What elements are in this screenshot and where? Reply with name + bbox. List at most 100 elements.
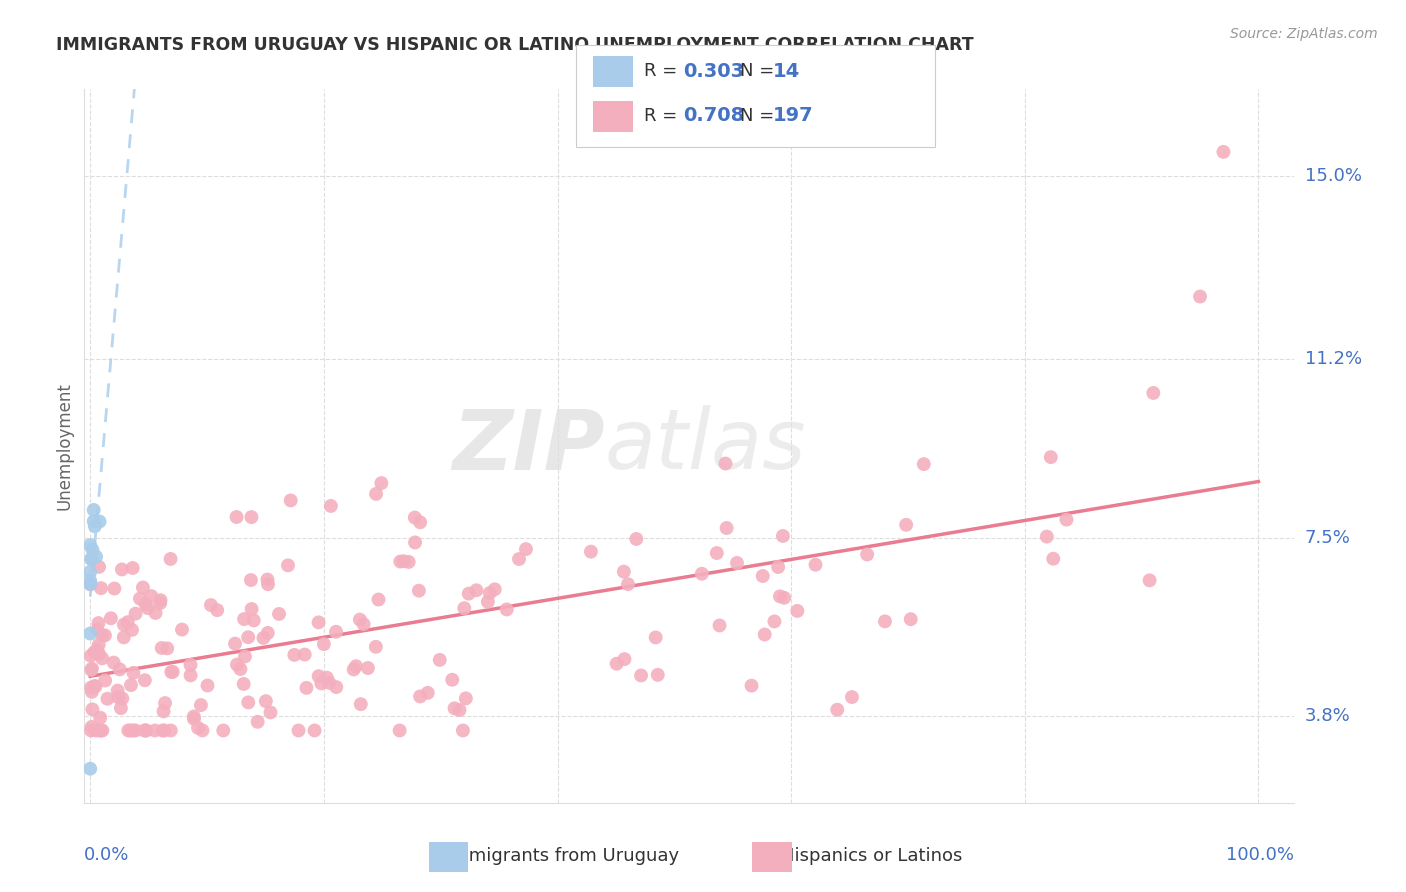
Point — [79, 538, 101, 552]
Point — [205, 603, 228, 617]
Point — [294, 648, 316, 662]
Point — [89, 711, 111, 725]
Point — [457, 587, 479, 601]
Point — [1036, 530, 1059, 544]
Point — [841, 690, 863, 704]
Point — [786, 604, 808, 618]
Point — [408, 583, 430, 598]
Point — [122, 665, 145, 680]
Point — [350, 697, 373, 711]
Point — [706, 546, 728, 560]
Point — [477, 595, 499, 609]
Point — [233, 612, 256, 626]
Point — [159, 552, 181, 566]
Point — [1042, 551, 1064, 566]
Point — [124, 607, 146, 621]
Point — [87, 560, 110, 574]
Point — [283, 648, 305, 662]
Text: 15.0%: 15.0% — [1305, 167, 1361, 185]
Point — [80, 720, 103, 734]
Point — [80, 681, 103, 695]
Point — [318, 676, 340, 690]
Point — [96, 691, 118, 706]
Point — [856, 548, 879, 562]
Point — [312, 637, 335, 651]
Point — [725, 556, 748, 570]
Point — [1039, 450, 1062, 464]
Text: 14: 14 — [773, 62, 800, 81]
Y-axis label: Unemployment: Unemployment — [55, 382, 73, 510]
Point — [716, 521, 738, 535]
Text: R =: R = — [644, 62, 683, 80]
Point — [443, 701, 465, 715]
Point — [187, 721, 209, 735]
Point — [515, 542, 537, 557]
Text: 0.303: 0.303 — [683, 62, 744, 81]
Point — [117, 615, 139, 629]
Text: 0.708: 0.708 — [683, 106, 745, 126]
Point — [229, 662, 252, 676]
Point — [83, 679, 105, 693]
Point — [238, 630, 260, 644]
Point — [135, 723, 157, 738]
Point — [256, 626, 278, 640]
Point — [83, 645, 105, 659]
Point — [690, 566, 713, 581]
Point — [152, 723, 174, 738]
Point — [162, 665, 184, 679]
Point — [344, 659, 367, 673]
Point — [259, 706, 281, 720]
Point — [107, 683, 129, 698]
Point — [319, 499, 342, 513]
Point — [325, 680, 347, 694]
Point — [89, 515, 111, 529]
Point — [613, 565, 636, 579]
Point — [149, 596, 172, 610]
Point — [606, 657, 628, 671]
Point — [617, 577, 640, 591]
Point — [79, 626, 101, 640]
Point — [86, 642, 108, 657]
Point — [766, 560, 789, 574]
Text: IMMIGRANTS FROM URUGUAY VS HISPANIC OR LATINO UNEMPLOYMENT CORRELATION CHART: IMMIGRANTS FROM URUGUAY VS HISPANIC OR L… — [56, 36, 974, 54]
Point — [129, 591, 152, 606]
Point — [295, 681, 318, 695]
Point — [79, 762, 101, 776]
Point — [454, 691, 477, 706]
Point — [478, 586, 501, 600]
Point — [392, 554, 415, 568]
Point — [763, 615, 786, 629]
Point — [280, 493, 302, 508]
Point — [89, 723, 111, 738]
Point — [153, 723, 176, 738]
Point — [240, 602, 263, 616]
Point — [741, 679, 763, 693]
Point — [179, 657, 201, 672]
Point — [233, 649, 256, 664]
Point — [103, 656, 125, 670]
Point — [190, 698, 212, 712]
Point — [449, 703, 471, 717]
Point — [225, 510, 247, 524]
Point — [357, 661, 380, 675]
Point — [112, 617, 135, 632]
Point — [150, 640, 173, 655]
Text: ZIP: ZIP — [451, 406, 605, 486]
Point — [900, 612, 922, 626]
Point — [145, 606, 167, 620]
Point — [79, 577, 101, 591]
Point — [240, 510, 263, 524]
Point — [441, 673, 464, 687]
Point — [197, 679, 219, 693]
Point — [107, 690, 129, 705]
Point — [267, 607, 290, 621]
Point — [429, 653, 451, 667]
Point — [135, 597, 157, 611]
Point — [404, 535, 426, 549]
Point — [773, 591, 796, 605]
Point — [132, 581, 155, 595]
Point — [124, 723, 146, 738]
Point — [325, 624, 347, 639]
Point — [159, 723, 181, 738]
Text: 11.2%: 11.2% — [1305, 351, 1362, 368]
